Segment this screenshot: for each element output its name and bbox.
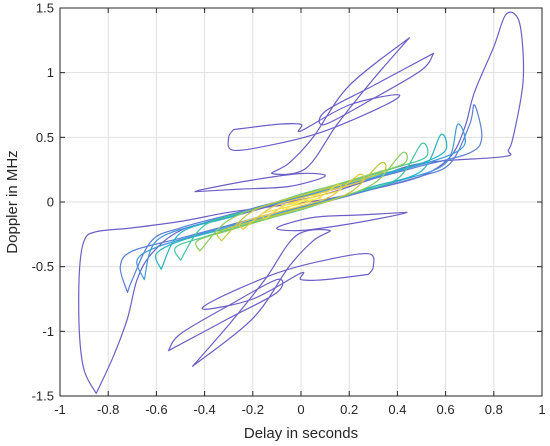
- contour-lines: [78, 11, 525, 394]
- contour-line-level-10: [280, 193, 323, 211]
- x-tick-label: 0.2: [340, 402, 358, 417]
- contour-line-level-1: [227, 94, 401, 152]
- contour-line-level-1: [194, 172, 326, 193]
- x-tick-label: 0: [297, 402, 304, 417]
- contour-line-level-1: [167, 278, 284, 352]
- x-axis-label: Delay in seconds: [244, 425, 358, 442]
- x-tick-label: 0.8: [485, 402, 503, 417]
- x-tick-label: -0.6: [145, 402, 167, 417]
- contour-line-level-1: [201, 252, 375, 310]
- x-tick-label: -0.2: [242, 402, 264, 417]
- contour-line-level-2: [119, 104, 483, 294]
- y-tick-label: 1: [47, 65, 54, 80]
- ticks: [59, 7, 543, 397]
- x-tick-label: 0.6: [437, 402, 455, 417]
- contour-line-level-7: [216, 161, 387, 242]
- contour-line-level-1: [271, 37, 410, 176]
- contour-line-level-1: [192, 228, 331, 367]
- x-tick-label: -1: [54, 402, 66, 417]
- y-tick-label: -1.5: [32, 389, 54, 404]
- y-tick-label: -1: [42, 324, 54, 339]
- y-axis-label: Doppler in MHz: [4, 150, 21, 253]
- x-tick-label: -0.8: [97, 402, 119, 417]
- x-tick-label: 1: [538, 402, 545, 417]
- y-tick-label: -0.5: [32, 259, 54, 274]
- contour-line-level-1: [276, 211, 408, 232]
- x-tick-label: 0.4: [388, 402, 406, 417]
- contour-line-level-9: [260, 184, 343, 220]
- x-tick-labels: -1 -0.8 -0.6 -0.4 -0.2 0 0.2 0.4 0.6 0.8 1: [54, 402, 545, 417]
- y-tick-labels: -1.5 -1 -0.5 0 0.5 1 1.5: [32, 1, 54, 404]
- y-tick-label: 1.5: [36, 1, 54, 16]
- contour-line-level-1: [318, 52, 435, 126]
- y-tick-label: 0: [47, 195, 54, 210]
- y-tick-label: 0.5: [36, 130, 54, 145]
- x-tick-label: -0.4: [193, 402, 215, 417]
